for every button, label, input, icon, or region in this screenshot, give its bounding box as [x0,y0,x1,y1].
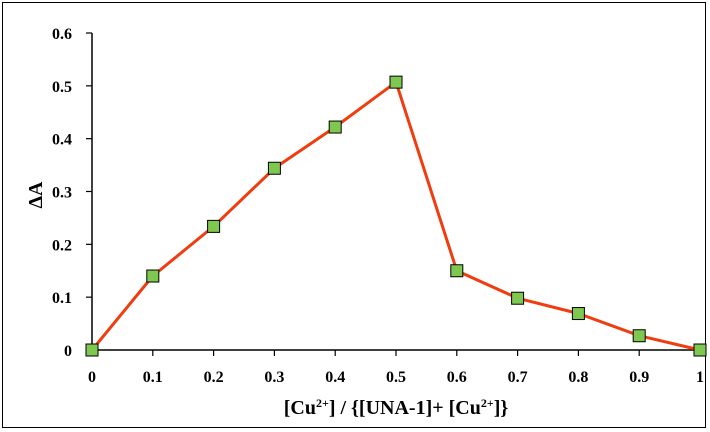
y-tick-label: 0.6 [52,26,72,43]
data-point-marker [207,219,221,233]
data-point-marker [450,264,464,278]
x-tick-label: 0.9 [629,369,649,386]
data-point-marker [389,75,403,89]
ticks: 0 0.1 0.2 0.3 0.4 0.5 0.6 0 0.1 0.2 0.3 0.4 0.5 0.6 0.… [52,26,704,386]
x-tick-label: 0.3 [264,369,284,386]
x-tick-label: 0.2 [204,369,224,386]
x-axis-label-sup1: 2+ [316,396,329,410]
x-tick-label: 0.1 [143,369,163,386]
x-tick-label: 0.8 [568,369,588,386]
y-tick-label: 0 [64,343,72,360]
x-axis-label-close: ]} [494,397,509,419]
y-tick-label: 0.4 [52,132,72,149]
x-tick-label: 0.7 [508,369,528,386]
y-tick-label: 0.5 [52,79,72,96]
y-axis-label: ΔA [25,181,47,209]
x-axis-label-mid: ] / {[UNA-1]+ [Cu [329,397,481,419]
series-line [90,80,701,352]
data-point-marker [328,120,342,134]
y-tick-label: 0.2 [52,237,72,254]
x-axis-label: [Cu2+] / {[UNA-1]+ [Cu2+]} [284,396,509,419]
data-point-marker [693,343,707,357]
series-layer [85,75,707,357]
chart-frame [2,2,706,428]
data-point-marker [85,343,99,357]
y-tick-label: 0.3 [52,185,72,202]
x-axis-label-sup2: 2+ [481,396,494,410]
data-point-marker [267,161,281,175]
data-point-marker [146,269,160,283]
x-tick-label: 0.5 [386,369,406,386]
x-axis-label-open: [Cu [284,397,316,419]
data-point-marker [632,329,646,343]
data-point-marker [571,307,585,321]
y-tick-label: 0.1 [52,290,72,307]
x-tick-label: 1 [696,369,704,386]
data-point-marker [511,291,525,305]
x-tick-label: 0 [88,369,96,386]
x-tick-label: 0.4 [325,369,345,386]
x-tick-label: 0.6 [447,369,467,386]
